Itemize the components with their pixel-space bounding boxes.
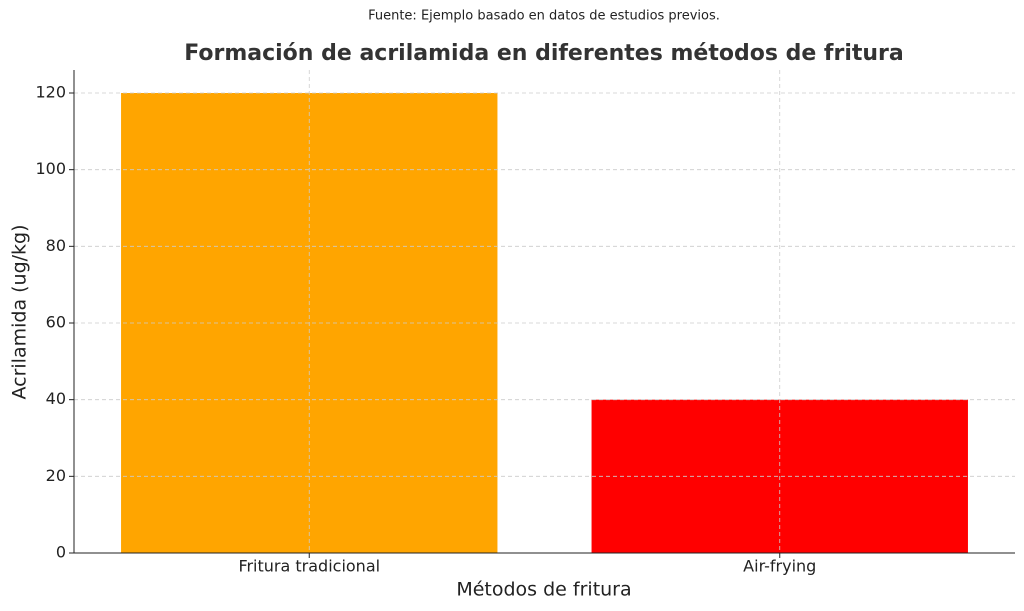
chart-title: Formación de acrilamida en diferentes mé… [184, 41, 904, 66]
y-axis-label: Acrilamida (ug/kg) [9, 224, 31, 399]
y-tick-label: 40 [46, 389, 66, 408]
y-tick-label: 80 [46, 236, 66, 255]
x-axis-label: Métodos de fritura [456, 579, 631, 601]
chart-subtitle: Fuente: Ejemplo basado en datos de estud… [368, 9, 720, 24]
x-tick-label: Fritura tradicional [238, 557, 380, 576]
y-tick-label: 0 [56, 543, 66, 562]
y-tick-label: 20 [46, 466, 66, 485]
y-tick-label: 120 [35, 83, 66, 102]
x-tick-label: Air-frying [743, 557, 816, 576]
y-tick-label: 60 [46, 313, 66, 332]
y-tick-label: 100 [35, 159, 66, 178]
